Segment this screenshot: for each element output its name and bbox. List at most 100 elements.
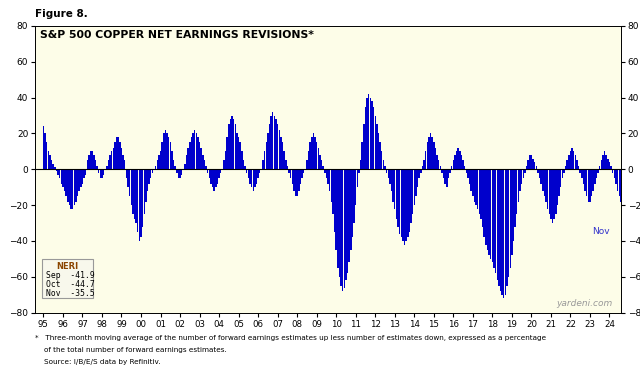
Bar bbox=[589, 169, 591, 202]
Bar bbox=[477, 169, 479, 209]
Bar bbox=[192, 134, 194, 169]
Bar bbox=[184, 164, 186, 169]
Bar bbox=[137, 169, 138, 232]
Bar bbox=[600, 160, 602, 169]
Bar bbox=[518, 169, 519, 202]
Bar bbox=[163, 134, 164, 169]
Bar bbox=[482, 169, 483, 226]
Bar bbox=[536, 166, 537, 169]
Bar bbox=[124, 160, 125, 169]
Bar bbox=[317, 148, 319, 169]
Bar bbox=[383, 160, 384, 169]
Bar bbox=[459, 151, 461, 169]
Bar bbox=[415, 169, 417, 196]
Bar bbox=[166, 134, 168, 169]
Bar bbox=[360, 160, 362, 169]
Bar bbox=[292, 169, 293, 184]
Bar bbox=[389, 169, 390, 184]
FancyBboxPatch shape bbox=[42, 259, 93, 298]
Bar bbox=[267, 134, 269, 169]
Bar bbox=[469, 169, 470, 184]
Bar bbox=[409, 169, 410, 232]
Bar bbox=[43, 126, 44, 169]
Bar bbox=[95, 160, 96, 169]
Bar bbox=[623, 169, 625, 209]
Bar bbox=[62, 169, 63, 187]
Bar bbox=[558, 169, 560, 196]
Bar bbox=[554, 169, 555, 219]
Bar bbox=[280, 137, 282, 169]
Bar bbox=[628, 169, 630, 196]
Bar bbox=[348, 169, 350, 262]
Bar bbox=[397, 169, 399, 226]
Bar bbox=[570, 151, 571, 169]
Bar bbox=[131, 169, 132, 205]
Bar bbox=[508, 169, 509, 277]
Bar bbox=[430, 134, 431, 169]
Bar bbox=[248, 169, 249, 178]
Bar bbox=[241, 151, 243, 169]
Text: Nov  -35.5: Nov -35.5 bbox=[46, 289, 95, 298]
Bar bbox=[160, 151, 161, 169]
Bar bbox=[64, 169, 65, 191]
Bar bbox=[500, 169, 501, 291]
Bar bbox=[614, 169, 615, 178]
Bar bbox=[113, 148, 114, 169]
Bar bbox=[257, 169, 259, 178]
Bar bbox=[461, 155, 462, 169]
Bar bbox=[256, 169, 257, 184]
Bar bbox=[233, 119, 234, 169]
Bar bbox=[331, 169, 332, 202]
Text: yardeni.com: yardeni.com bbox=[556, 299, 612, 308]
Bar bbox=[86, 160, 88, 169]
Bar bbox=[591, 169, 592, 196]
Bar bbox=[542, 169, 543, 191]
Bar bbox=[539, 169, 540, 178]
Bar bbox=[611, 166, 612, 169]
Bar bbox=[522, 169, 524, 178]
Bar bbox=[440, 166, 441, 169]
Bar bbox=[420, 169, 422, 173]
Bar bbox=[243, 160, 244, 169]
Bar bbox=[106, 166, 108, 169]
Bar bbox=[202, 155, 204, 169]
Bar bbox=[568, 155, 570, 169]
Bar bbox=[563, 169, 564, 173]
Bar bbox=[467, 169, 468, 178]
Bar bbox=[214, 169, 215, 191]
Bar bbox=[428, 137, 429, 169]
Bar bbox=[181, 169, 182, 175]
Bar bbox=[103, 169, 104, 175]
Bar bbox=[560, 169, 561, 187]
Bar bbox=[527, 160, 529, 169]
Bar bbox=[148, 169, 150, 184]
Bar bbox=[244, 166, 246, 169]
Bar bbox=[200, 148, 202, 169]
Bar bbox=[262, 160, 264, 169]
Bar bbox=[118, 137, 119, 169]
Bar bbox=[215, 169, 216, 187]
Bar bbox=[490, 169, 492, 259]
Bar bbox=[413, 169, 415, 205]
Bar bbox=[88, 155, 90, 169]
Bar bbox=[495, 169, 497, 273]
Bar bbox=[612, 169, 614, 173]
Bar bbox=[51, 160, 52, 169]
Bar bbox=[67, 169, 68, 202]
Bar bbox=[426, 142, 428, 169]
Text: of the total number of forward earnings estimates.: of the total number of forward earnings … bbox=[35, 347, 227, 353]
Bar bbox=[521, 169, 522, 184]
Bar bbox=[492, 169, 493, 262]
Bar bbox=[199, 142, 200, 169]
Bar bbox=[246, 169, 248, 173]
Bar bbox=[625, 169, 627, 205]
Bar bbox=[487, 169, 488, 250]
Bar bbox=[438, 160, 440, 169]
Bar bbox=[588, 169, 589, 202]
Bar bbox=[373, 107, 374, 169]
Bar bbox=[444, 169, 446, 184]
Bar bbox=[386, 169, 387, 173]
Bar bbox=[620, 169, 621, 202]
Bar bbox=[526, 166, 527, 169]
Bar bbox=[111, 151, 113, 169]
